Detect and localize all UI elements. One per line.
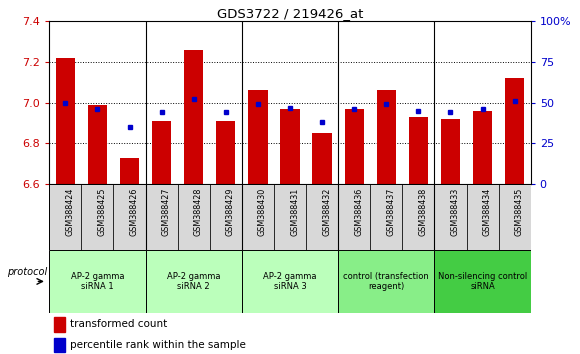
Text: GSM388426: GSM388426 xyxy=(129,187,139,236)
Text: AP-2 gamma
siRNA 2: AP-2 gamma siRNA 2 xyxy=(167,272,220,291)
Text: AP-2 gamma
siRNA 3: AP-2 gamma siRNA 3 xyxy=(263,272,317,291)
Bar xyxy=(184,50,204,184)
Text: Non-silencing control
siRNA: Non-silencing control siRNA xyxy=(438,272,527,291)
Bar xyxy=(56,58,75,184)
Bar xyxy=(338,184,370,250)
Bar xyxy=(434,184,466,250)
Bar xyxy=(473,111,492,184)
Text: GSM388434: GSM388434 xyxy=(483,187,492,236)
Bar xyxy=(499,184,531,250)
Bar xyxy=(88,105,107,184)
Bar xyxy=(146,184,177,250)
Bar xyxy=(210,184,242,250)
Bar xyxy=(338,250,434,313)
Bar xyxy=(409,117,428,184)
Bar xyxy=(505,78,524,184)
Bar xyxy=(152,121,171,184)
Text: GSM388437: GSM388437 xyxy=(386,187,396,236)
Text: GSM388427: GSM388427 xyxy=(162,187,171,236)
Text: GSM388425: GSM388425 xyxy=(97,187,107,236)
Text: GSM388435: GSM388435 xyxy=(514,187,524,236)
Bar xyxy=(216,121,235,184)
Bar xyxy=(370,184,403,250)
Bar xyxy=(441,119,460,184)
Text: GSM388430: GSM388430 xyxy=(258,187,267,236)
Bar xyxy=(313,133,332,184)
Bar xyxy=(345,109,364,184)
Text: control (transfection
reagent): control (transfection reagent) xyxy=(343,272,429,291)
Bar xyxy=(376,91,396,184)
Text: GSM388429: GSM388429 xyxy=(226,187,235,236)
Text: GSM388431: GSM388431 xyxy=(290,187,299,236)
Text: GSM388428: GSM388428 xyxy=(194,187,203,236)
Bar xyxy=(81,184,114,250)
Text: protocol: protocol xyxy=(8,267,48,277)
Bar xyxy=(54,317,65,332)
Bar xyxy=(306,184,338,250)
Bar xyxy=(114,184,146,250)
Text: transformed count: transformed count xyxy=(70,320,167,330)
Text: percentile rank within the sample: percentile rank within the sample xyxy=(70,340,245,350)
Text: GSM388436: GSM388436 xyxy=(354,187,363,236)
Bar xyxy=(242,184,274,250)
Bar xyxy=(177,184,210,250)
Bar xyxy=(242,250,338,313)
Bar xyxy=(274,184,306,250)
Bar xyxy=(49,184,81,250)
Bar xyxy=(54,338,65,352)
Text: GSM388433: GSM388433 xyxy=(451,187,459,236)
Bar xyxy=(466,184,499,250)
Text: GSM388424: GSM388424 xyxy=(66,187,74,236)
Bar xyxy=(146,250,242,313)
Bar xyxy=(49,250,146,313)
Title: GDS3722 / 219426_at: GDS3722 / 219426_at xyxy=(217,7,363,20)
Text: AP-2 gamma
siRNA 1: AP-2 gamma siRNA 1 xyxy=(71,272,124,291)
Bar xyxy=(120,158,139,184)
Text: GSM388438: GSM388438 xyxy=(418,187,427,236)
Bar xyxy=(403,184,434,250)
Bar xyxy=(434,250,531,313)
Bar xyxy=(280,109,300,184)
Bar xyxy=(248,91,267,184)
Text: GSM388432: GSM388432 xyxy=(322,187,331,236)
